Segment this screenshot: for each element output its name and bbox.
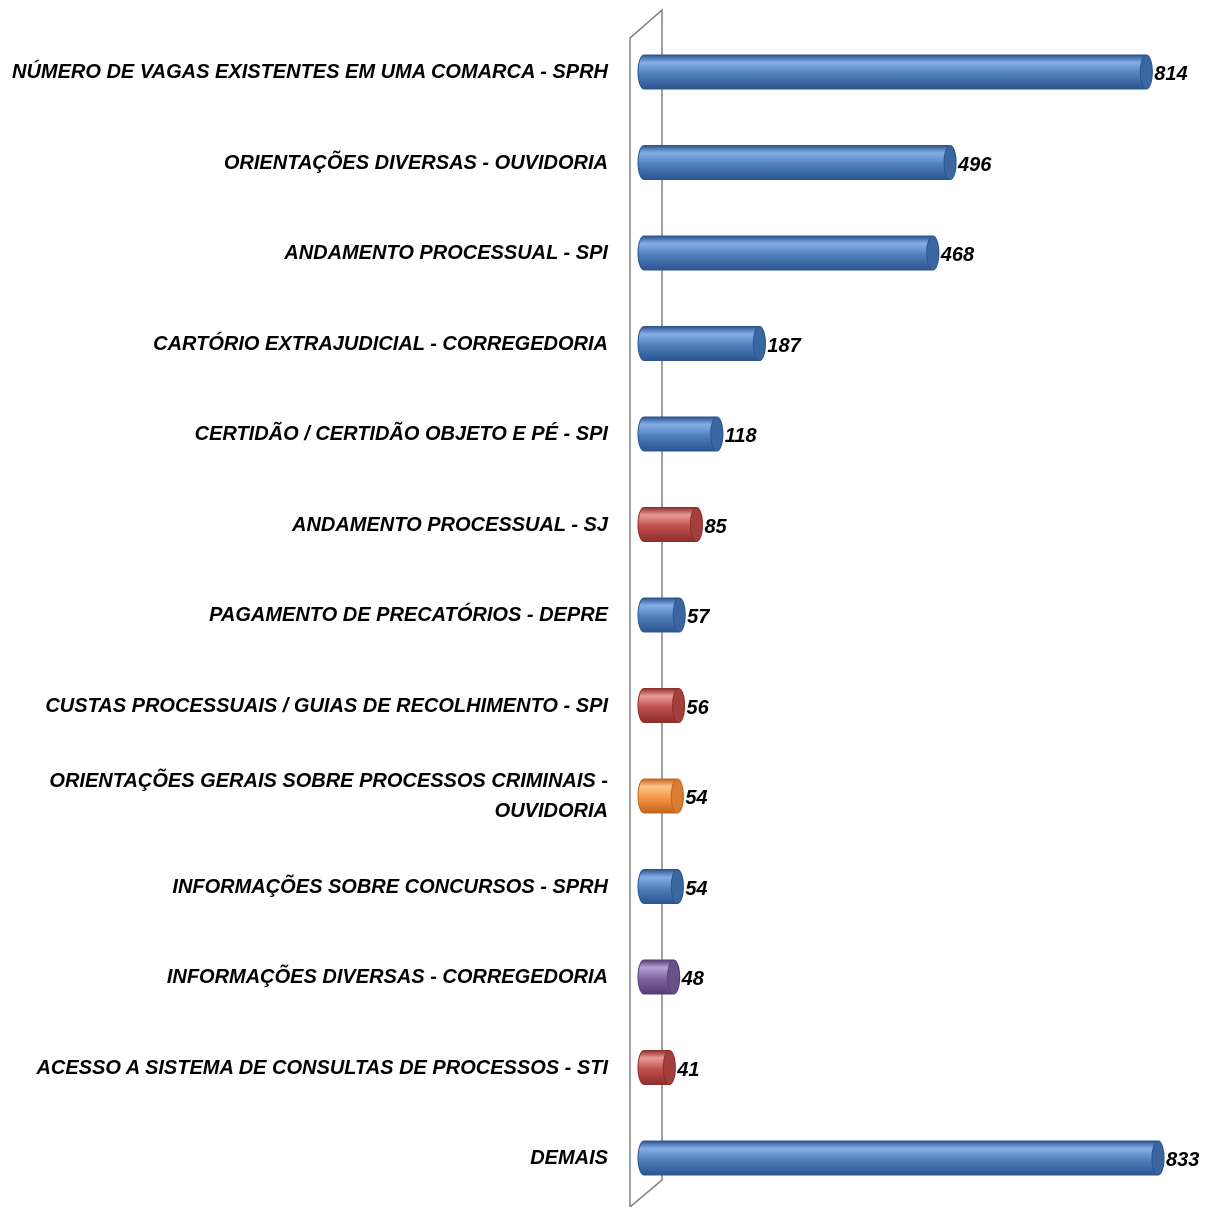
bar-cap bbox=[752, 326, 766, 361]
bar-cap bbox=[1139, 54, 1153, 90]
bar bbox=[637, 235, 940, 271]
value-label: 187 bbox=[767, 334, 801, 357]
category-label: INFORMAÇÕES SOBRE CONCURSOS - SPRH bbox=[172, 875, 608, 898]
bar bbox=[637, 1050, 676, 1085]
category-label: ORIENTAÇÕES GERAIS SOBRE PROCESSOS CRIMI… bbox=[49, 770, 608, 822]
bar bbox=[637, 1140, 1165, 1176]
bar-cap bbox=[670, 869, 684, 904]
bar-cap bbox=[662, 1050, 676, 1085]
bar-body bbox=[637, 416, 724, 452]
value-label: 496 bbox=[958, 153, 992, 176]
bar bbox=[637, 688, 686, 723]
category-label: CUSTAS PROCESSUAIS / GUIAS DE RECOLHIMEN… bbox=[45, 694, 608, 717]
category-label: ACESSO A SISTEMA DE CONSULTAS DE PROCESS… bbox=[36, 1056, 608, 1079]
category-label: CERTIDÃO / CERTIDÃO OBJETO E PÉ - SPI bbox=[194, 423, 608, 445]
bar-body bbox=[637, 1140, 1165, 1176]
bar-cap bbox=[672, 688, 686, 723]
category-label: PAGAMENTO DE PRECATÓRIOS - DEPRE bbox=[209, 604, 608, 626]
bar bbox=[637, 507, 703, 542]
value-label: 54 bbox=[685, 787, 708, 809]
category-label: ANDAMENTO PROCESSUAL - SPI bbox=[284, 242, 608, 264]
bar bbox=[637, 54, 1153, 90]
bar-cap bbox=[1151, 1140, 1165, 1176]
bar-cap bbox=[943, 145, 957, 180]
value-label: 57 bbox=[687, 606, 710, 628]
value-label: 118 bbox=[724, 425, 757, 447]
bar bbox=[637, 597, 686, 633]
category-label: ANDAMENTO PROCESSUAL - SJ bbox=[292, 513, 608, 536]
value-label: 41 bbox=[677, 1058, 700, 1081]
value-label: 468 bbox=[940, 244, 975, 266]
axis-wall bbox=[629, 8, 663, 1209]
bar bbox=[637, 869, 684, 904]
value-label: 48 bbox=[681, 968, 704, 990]
bar-cap bbox=[670, 778, 684, 814]
value-label: 85 bbox=[704, 515, 727, 538]
bar bbox=[637, 326, 766, 361]
category-label: INFORMAÇÕES DIVERSAS - CORREGEDORIA bbox=[166, 966, 608, 988]
bar-body bbox=[637, 326, 766, 361]
value-label: 54 bbox=[685, 877, 708, 900]
value-label: 833 bbox=[1166, 1149, 1200, 1171]
axis-wall-outline bbox=[629, 8, 663, 1209]
category-label: CARTÓRIO EXTRAJUDICIAL - CORREGEDORIA bbox=[153, 332, 608, 355]
bar bbox=[637, 145, 957, 180]
bar-body bbox=[637, 54, 1153, 90]
bar bbox=[637, 778, 684, 814]
bar-cap bbox=[667, 959, 681, 995]
value-label: 56 bbox=[686, 696, 709, 719]
bar-cap bbox=[926, 235, 940, 271]
bar-cap bbox=[689, 507, 703, 542]
category-label: ORIENTAÇÕES DIVERSAS - OUVIDORIA bbox=[223, 151, 608, 174]
bar-body bbox=[637, 235, 940, 271]
bar-cap bbox=[710, 416, 724, 452]
category-label: DEMAIS bbox=[530, 1147, 608, 1169]
category-label: NÚMERO DE VAGAS EXISTENTES EM UMA COMARC… bbox=[12, 61, 608, 83]
bar bbox=[637, 416, 724, 452]
bar bbox=[637, 959, 681, 995]
bar-body bbox=[637, 145, 957, 180]
bar-cap bbox=[672, 597, 686, 633]
value-label: 814 bbox=[1154, 63, 1188, 85]
